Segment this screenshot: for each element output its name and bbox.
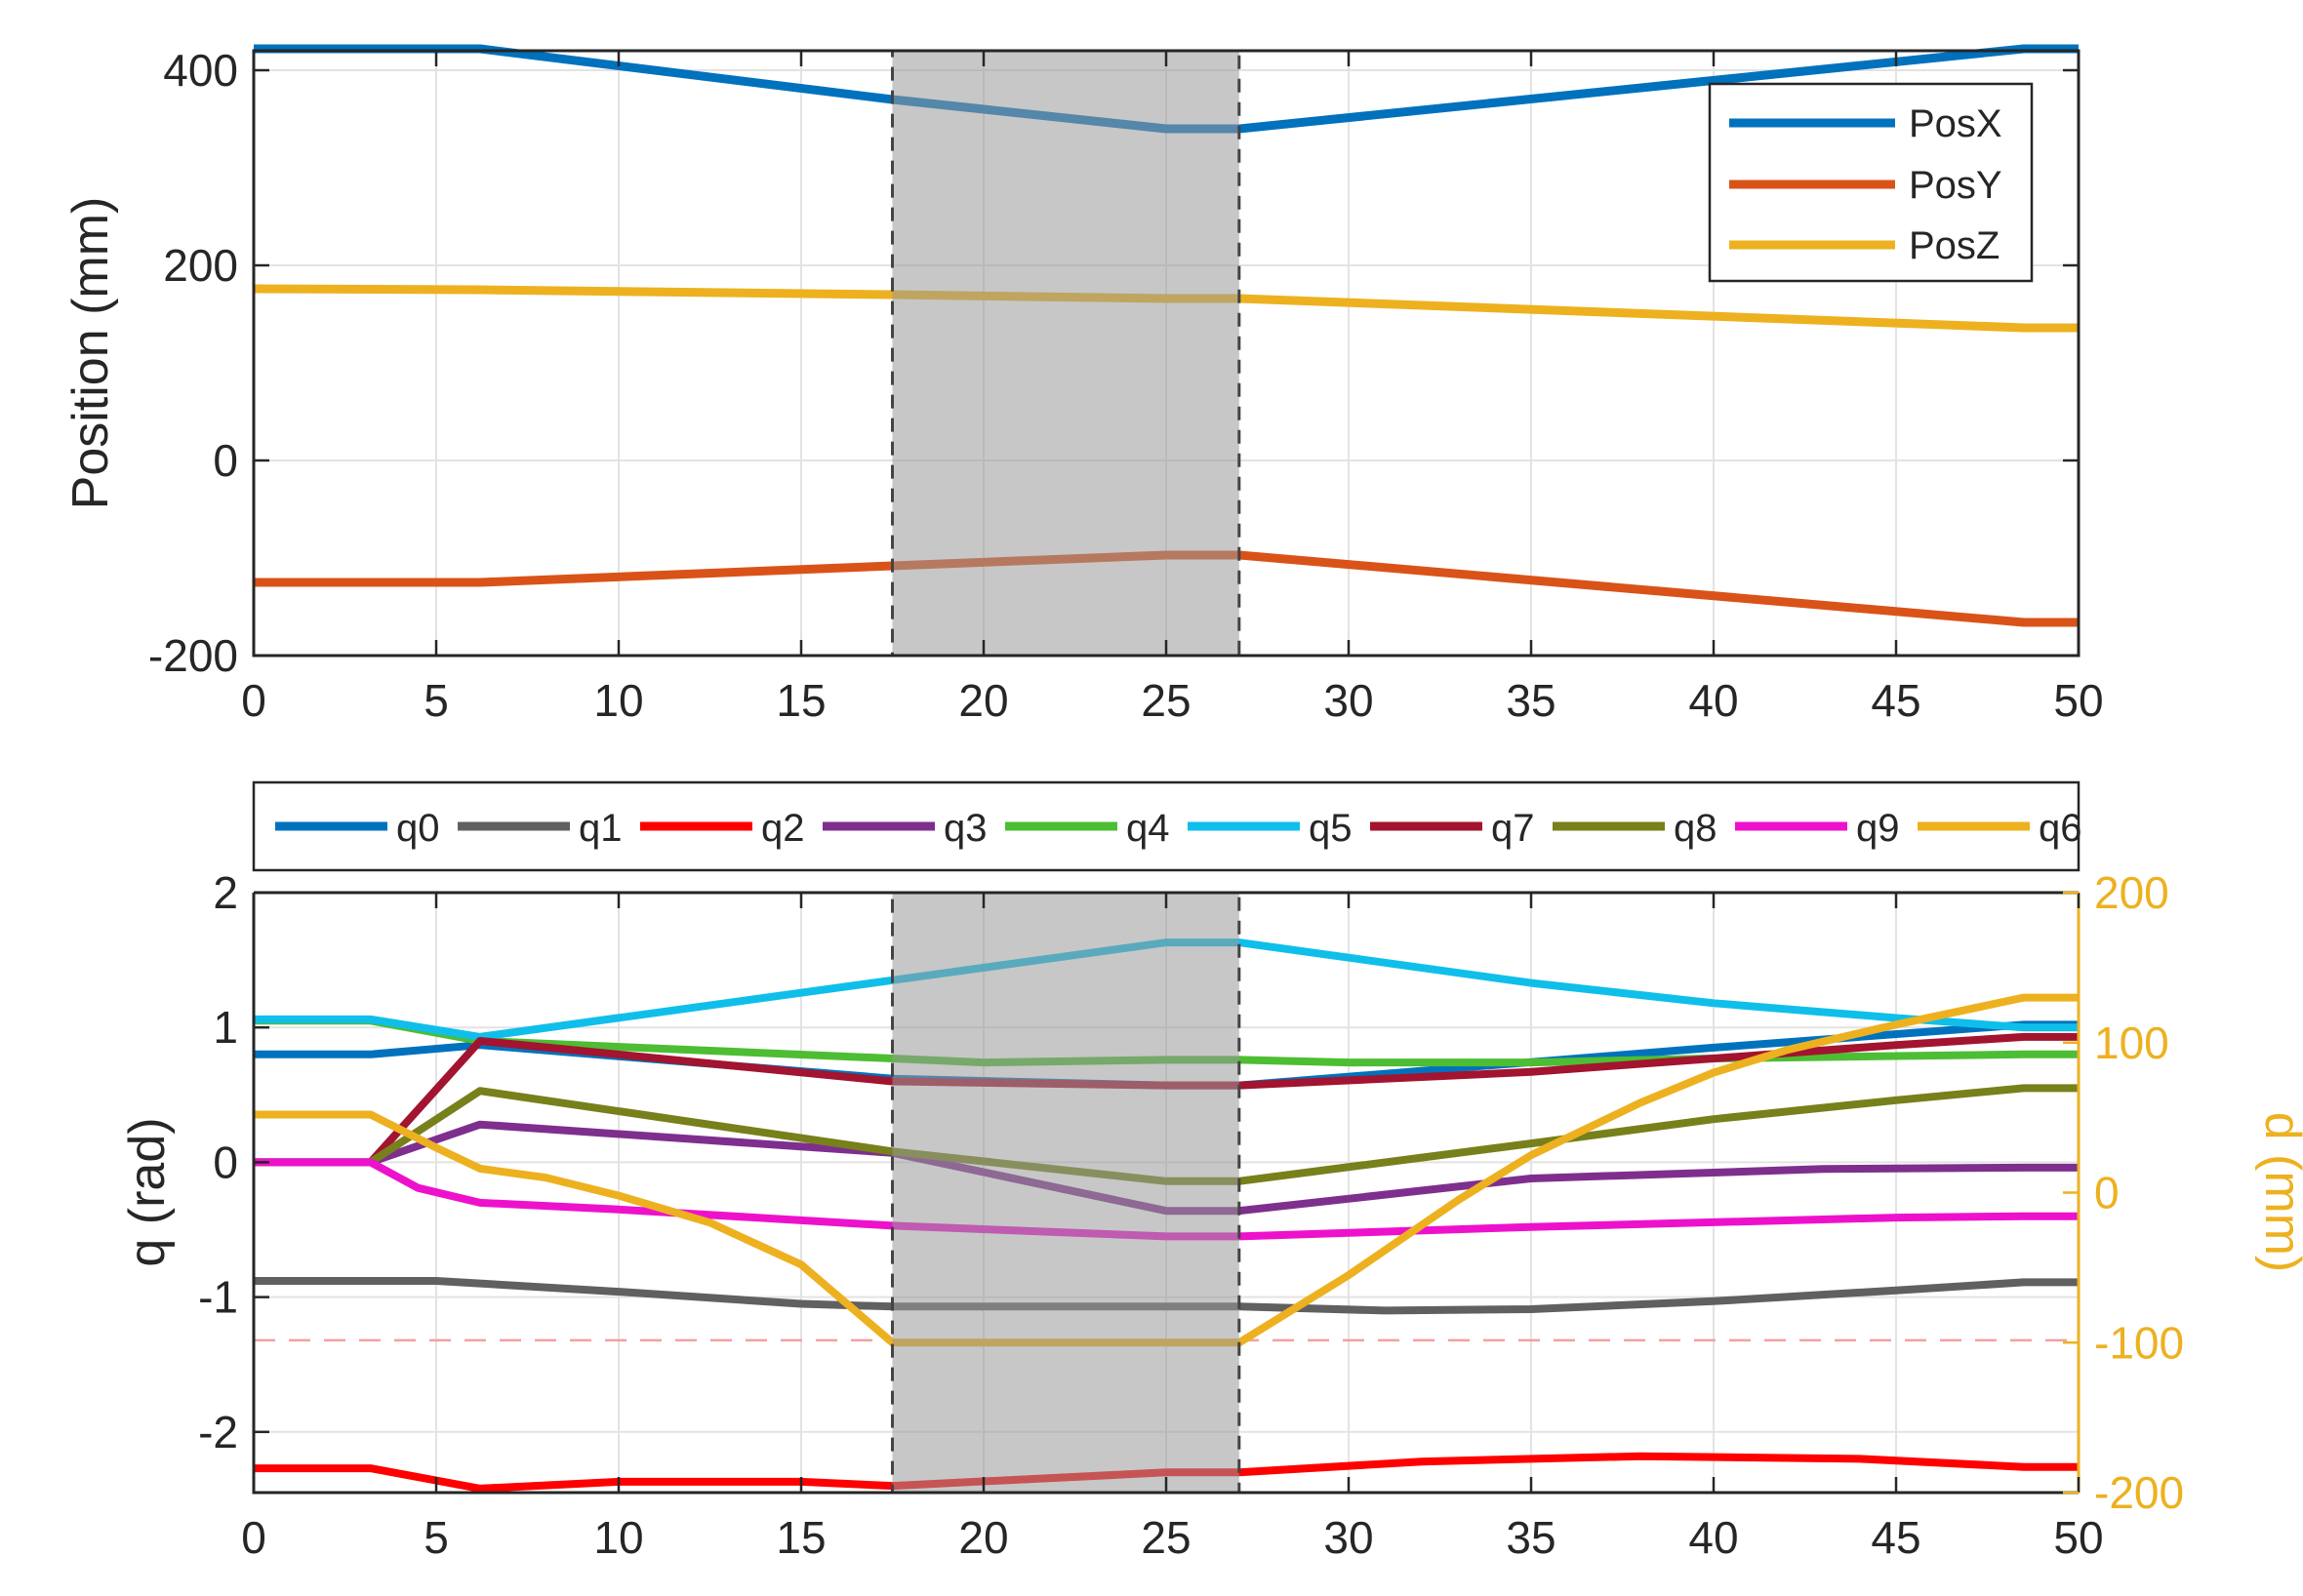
top-y-tick-label: 200	[163, 240, 238, 291]
legend-label-q1: q1	[579, 807, 623, 850]
joint-plot-y2-axis-label: d (mm)	[2254, 1112, 2303, 1273]
legend-label-posx: PosX	[1909, 102, 2002, 145]
bottom-y-tick-label: 0	[213, 1137, 238, 1187]
bottom-y-tick-label: 2	[213, 867, 238, 918]
bottom-x-tick-label: 0	[241, 1512, 266, 1563]
top-x-tick-label: 5	[424, 675, 449, 726]
position-plot-shaded-region	[891, 49, 1241, 658]
joint-plot-legend: q0 q1 q2 q3 q4 q5 q7 q8 q9 q6	[252, 780, 2082, 872]
bottom-y2-tick-label: 200	[2094, 867, 2169, 918]
top-x-tick-label: 35	[1506, 675, 1556, 726]
legend-label-q8: q8	[1674, 807, 1717, 850]
top-x-tick-label: 15	[776, 675, 826, 726]
top-x-tick-label: 30	[1323, 675, 1373, 726]
bottom-x-tick-label: 45	[1871, 1512, 1920, 1563]
position-plot-y-axis-label: Position (mm)	[62, 197, 119, 510]
legend-label-q3: q3	[944, 807, 988, 850]
bottom-x-tick-label: 25	[1141, 1512, 1191, 1563]
legend-label-posz: PosZ	[1909, 224, 2000, 267]
legend-label-q7: q7	[1491, 807, 1535, 850]
joint-plot-shaded-region	[891, 891, 1241, 1495]
shaded-interval	[891, 891, 1241, 1495]
legend-label-q0: q0	[396, 807, 440, 850]
position-plot-legend: PosX PosY PosZ	[1708, 82, 2034, 283]
bottom-x-tick-label: 10	[593, 1512, 643, 1563]
top-y-tick-label: 0	[213, 435, 238, 486]
legend-label-q5: q5	[1309, 807, 1353, 850]
bottom-x-tick-label: 50	[2053, 1512, 2103, 1563]
bottom-x-tick-label: 35	[1506, 1512, 1556, 1563]
top-x-tick-label: 50	[2053, 675, 2103, 726]
joint-plot-ticks: 0 5 10 15 20 25 30 35 40 45 50 -2 -1 0 1 2 -200 -100 0 100 2…	[198, 867, 2184, 1563]
legend-label-q9: q9	[1856, 807, 1900, 850]
legend-label-q2: q2	[761, 807, 805, 850]
top-x-tick-label: 40	[1688, 675, 1738, 726]
top-x-tick-label: 10	[593, 675, 643, 726]
bottom-y2-tick-label: 100	[2094, 1017, 2169, 1068]
bottom-x-tick-label: 30	[1323, 1512, 1373, 1563]
bottom-y2-tick-label: -200	[2094, 1467, 2184, 1518]
bottom-x-tick-label: 40	[1688, 1512, 1738, 1563]
bottom-x-tick-label: 15	[776, 1512, 826, 1563]
bottom-x-tick-label: 5	[424, 1512, 449, 1563]
legend-label-q4: q4	[1126, 807, 1170, 850]
legend-label-posy: PosY	[1909, 164, 2002, 207]
top-y-tick-label: -200	[148, 630, 238, 681]
bottom-y-tick-label: 1	[213, 1002, 238, 1053]
bottom-x-tick-label: 20	[958, 1512, 1008, 1563]
top-x-tick-label: 25	[1141, 675, 1191, 726]
bottom-y2-tick-label: -100	[2094, 1317, 2184, 1368]
shaded-interval	[891, 49, 1241, 658]
top-x-tick-label: 45	[1871, 675, 1920, 726]
top-x-tick-label: 0	[241, 675, 266, 726]
top-y-tick-label: 400	[163, 45, 238, 96]
top-x-tick-label: 20	[958, 675, 1008, 726]
bottom-y-tick-label: -2	[198, 1407, 238, 1457]
joint-plot: 0 5 10 15 20 25 30 35 40 45 50 -2 -1 0 1 2 -200 -100 0 100 2…	[119, 867, 2303, 1563]
bottom-y-tick-label: -1	[198, 1272, 238, 1323]
bottom-y2-tick-label: 0	[2094, 1168, 2120, 1218]
joint-plot-y-axis-label: q (rad)	[119, 1117, 176, 1266]
legend-label-q6: q6	[2039, 807, 2082, 850]
